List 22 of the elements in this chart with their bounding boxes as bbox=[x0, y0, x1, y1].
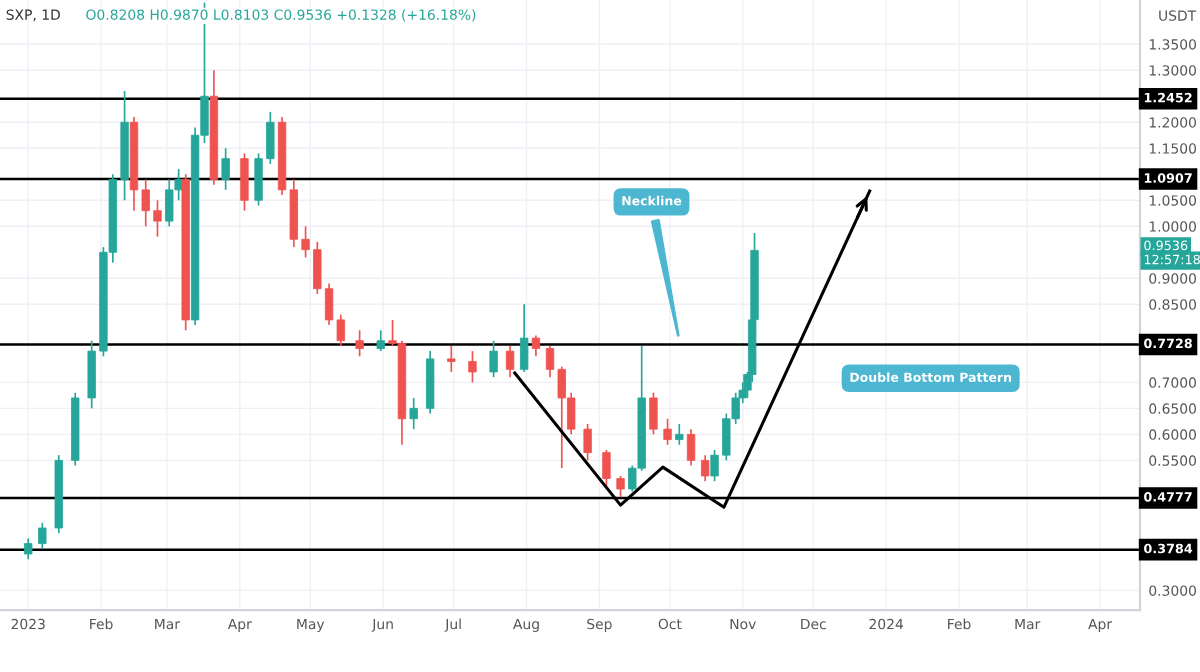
candlestick bbox=[531, 334, 541, 358]
candlestick bbox=[24, 537, 33, 561]
candlestick bbox=[649, 391, 658, 436]
candlestick bbox=[240, 152, 249, 212]
candlestick bbox=[519, 303, 529, 373]
candlestick bbox=[616, 475, 625, 498]
candlestick bbox=[376, 329, 385, 352]
candlestick bbox=[489, 339, 498, 378]
candlestick bbox=[663, 417, 672, 446]
candlestick bbox=[686, 428, 696, 467]
candlestick bbox=[447, 345, 456, 373]
candlestick bbox=[409, 397, 418, 430]
candlestick bbox=[468, 350, 477, 384]
candlestick bbox=[700, 454, 710, 483]
candlestick bbox=[583, 423, 592, 462]
candlestick bbox=[165, 178, 174, 228]
candlestick bbox=[602, 449, 611, 488]
candlestick bbox=[355, 329, 364, 358]
candlestick bbox=[675, 423, 684, 446]
candlestick bbox=[505, 345, 515, 378]
candlestick bbox=[221, 147, 230, 191]
candlestick bbox=[38, 521, 47, 550]
